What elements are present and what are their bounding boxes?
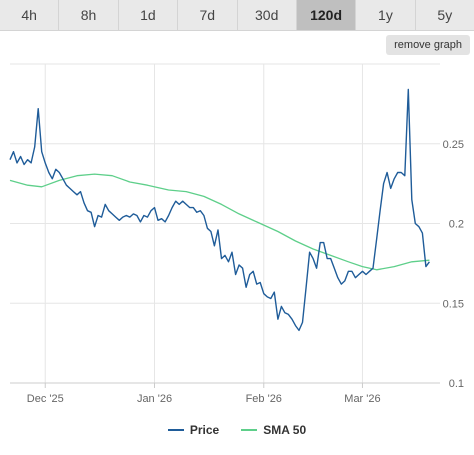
x-tick-label: Dec '25 xyxy=(27,393,64,405)
series-line-sma-50 xyxy=(9,173,430,271)
series-line-price xyxy=(9,88,430,332)
legend-label-price: Price xyxy=(189,423,220,437)
legend-label-sma-50: SMA 50 xyxy=(263,423,307,437)
x-axis: Dec '25 Jan '26 Feb '26 Mar '26 xyxy=(10,382,440,405)
y-tick-label: 0.1 xyxy=(449,378,464,390)
tab-30d[interactable]: 30d xyxy=(237,0,297,30)
legend-item-sma-50[interactable]: SMA 50 xyxy=(241,423,306,437)
chart-legend: Price SMA 50 xyxy=(0,420,474,440)
y-tick-label: 0.2 xyxy=(449,219,464,231)
tab-8h[interactable]: 8h xyxy=(59,0,119,30)
tab-7d[interactable]: 7d xyxy=(178,0,238,30)
legend-item-price[interactable]: Price xyxy=(167,423,220,437)
series-layer xyxy=(9,88,430,332)
tab-1d[interactable]: 1d xyxy=(118,0,179,30)
y-tick-label: 0.25 xyxy=(443,139,464,151)
x-tick-label: Mar '26 xyxy=(344,393,380,405)
x-tick-label: Feb '26 xyxy=(246,393,282,405)
tab-5y[interactable]: 5y xyxy=(415,0,474,30)
timeframe-tabs: 4h 8h 1d 7d 30d 120d 1y 5y xyxy=(0,0,474,31)
grid-layer xyxy=(10,63,440,383)
y-tick-label: 0.15 xyxy=(443,298,464,310)
y-axis: 0.1 0.15 0.2 0.25 xyxy=(443,139,464,390)
remove-graph-button[interactable]: remove graph xyxy=(386,35,470,55)
tab-120d[interactable]: 120d xyxy=(296,0,357,30)
tab-4h[interactable]: 4h xyxy=(0,0,60,30)
legend-swatch-sma-50 xyxy=(241,429,258,431)
price-chart: 0.1 0.15 0.2 0.25 Dec '25 Jan '26 Feb '26 Mar … xyxy=(9,63,464,405)
x-tick-label: Jan '26 xyxy=(137,393,172,405)
legend-swatch-price xyxy=(167,429,184,431)
tab-1y[interactable]: 1y xyxy=(356,0,416,30)
